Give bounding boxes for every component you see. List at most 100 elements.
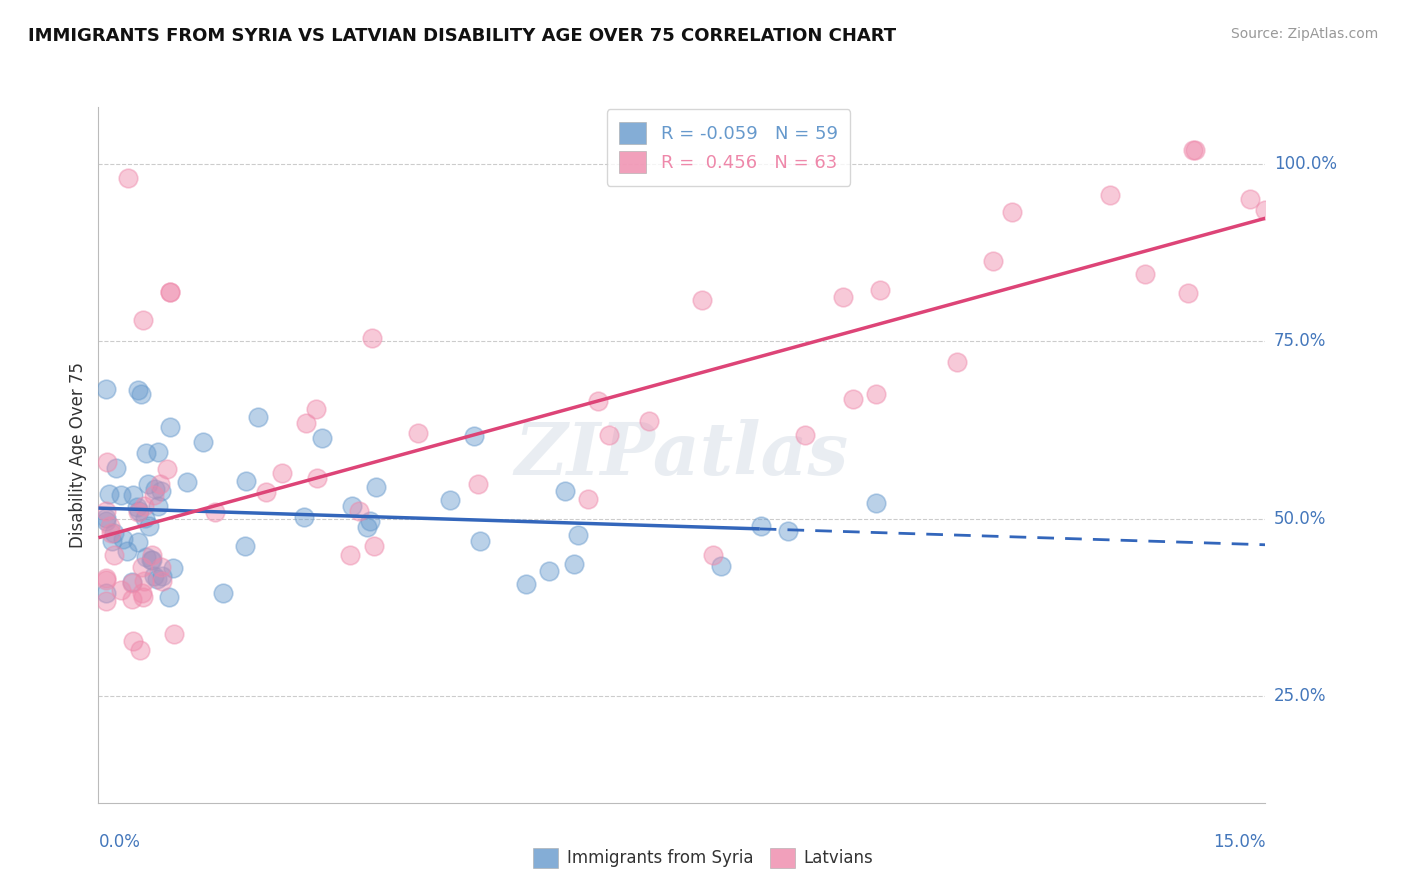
Point: [104, 461, 127, 475]
Point: [271, 466, 294, 480]
Point: [981, 254, 1004, 268]
Point: [149, 477, 172, 491]
Point: [132, 574, 155, 589]
Point: [96, 586, 118, 600]
Point: [150, 574, 173, 588]
Point: [1181, 144, 1204, 158]
Point: [148, 444, 170, 458]
Point: [112, 532, 135, 546]
Point: [292, 509, 315, 524]
Text: 50.0%: 50.0%: [1274, 510, 1326, 528]
Point: [110, 582, 132, 597]
Point: [121, 575, 143, 590]
Point: [359, 514, 381, 528]
Point: [127, 505, 149, 519]
Point: [127, 500, 149, 514]
Point: [139, 552, 162, 566]
Point: [138, 519, 160, 533]
Point: [156, 462, 179, 476]
Point: [129, 387, 152, 401]
Point: [295, 416, 318, 430]
Point: [117, 544, 139, 558]
Point: [191, 435, 214, 450]
Point: [131, 586, 153, 600]
Point: [128, 504, 150, 518]
Point: [121, 576, 143, 591]
Point: [135, 549, 157, 564]
Point: [162, 560, 184, 574]
Point: [406, 425, 429, 440]
Point: [134, 500, 156, 514]
Point: [127, 535, 149, 549]
Point: [749, 518, 772, 533]
Point: [1177, 286, 1199, 301]
Text: ZIPatlas: ZIPatlas: [515, 419, 849, 491]
Point: [204, 505, 226, 519]
Point: [96, 511, 118, 525]
Point: [562, 557, 585, 571]
Point: [131, 560, 153, 574]
Point: [235, 474, 257, 488]
Point: [702, 548, 724, 562]
Point: [470, 533, 492, 548]
Point: [96, 503, 118, 517]
Point: [135, 446, 157, 460]
Point: [515, 577, 537, 591]
Point: [865, 496, 887, 510]
Point: [1239, 192, 1261, 206]
Point: [176, 475, 198, 489]
Point: [576, 492, 599, 507]
Point: [159, 285, 181, 299]
Point: [134, 511, 156, 525]
Point: [96, 383, 118, 397]
Point: [121, 591, 143, 606]
Point: [117, 171, 139, 186]
Point: [142, 488, 165, 502]
Point: [127, 383, 149, 397]
Point: [638, 413, 661, 427]
Point: [598, 427, 620, 442]
Point: [439, 493, 461, 508]
Point: [467, 476, 489, 491]
Point: [554, 484, 576, 499]
Point: [537, 565, 560, 579]
Text: 15.0%: 15.0%: [1213, 833, 1265, 851]
Y-axis label: Disability Age Over 75: Disability Age Over 75: [69, 362, 87, 548]
Point: [690, 293, 713, 307]
Point: [247, 410, 270, 425]
Point: [132, 590, 155, 604]
Point: [98, 487, 121, 501]
Point: [1135, 267, 1157, 281]
Point: [776, 524, 799, 538]
Text: 100.0%: 100.0%: [1274, 155, 1337, 173]
Point: [463, 429, 485, 443]
Point: [710, 559, 733, 574]
Point: [150, 569, 173, 583]
Point: [146, 500, 169, 514]
Point: [96, 594, 118, 608]
Point: [143, 482, 166, 496]
Legend: Immigrants from Syria, Latvians: Immigrants from Syria, Latvians: [526, 841, 880, 875]
Text: Source: ZipAtlas.com: Source: ZipAtlas.com: [1230, 27, 1378, 41]
Point: [136, 477, 159, 491]
Point: [145, 572, 167, 586]
Point: [96, 573, 118, 587]
Point: [163, 627, 186, 641]
Point: [356, 520, 378, 534]
Point: [339, 548, 361, 562]
Point: [121, 633, 143, 648]
Point: [1098, 188, 1121, 202]
Point: [1254, 203, 1277, 218]
Point: [1001, 204, 1024, 219]
Point: [121, 487, 143, 501]
Point: [842, 392, 865, 406]
Point: [305, 402, 328, 417]
Point: [129, 643, 152, 657]
Text: 0.0%: 0.0%: [98, 833, 141, 851]
Point: [254, 484, 277, 499]
Point: [149, 560, 172, 574]
Point: [157, 590, 180, 604]
Point: [100, 526, 122, 541]
Point: [211, 586, 233, 600]
Point: [363, 539, 385, 553]
